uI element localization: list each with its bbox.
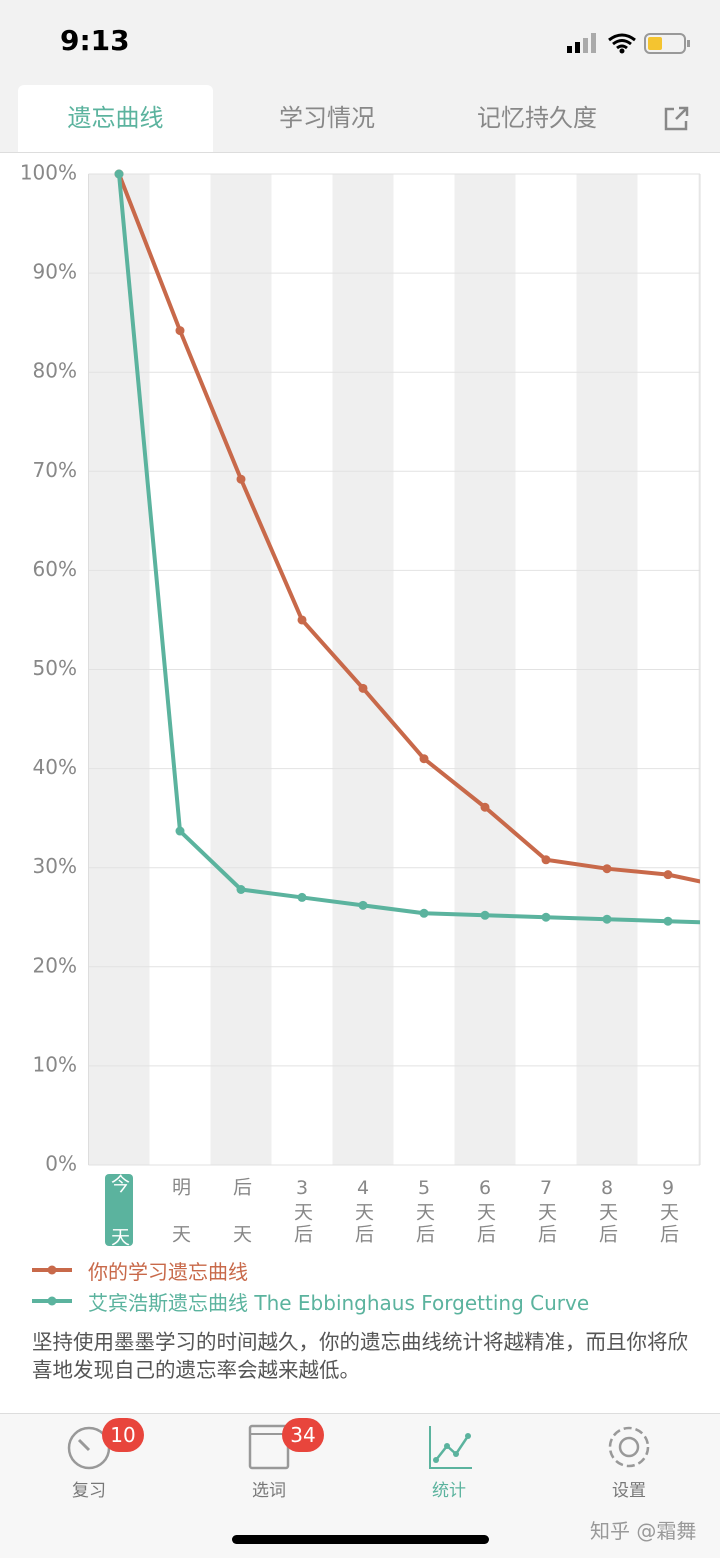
- data-point: [358, 683, 368, 693]
- time: 9:13: [60, 24, 130, 57]
- data-point: [175, 826, 185, 836]
- legend-item: 你的学习遗忘曲线: [32, 1256, 248, 1284]
- home-indicator: [232, 1535, 489, 1544]
- legend-label: 你的学习遗忘曲线: [88, 1259, 248, 1284]
- data-point: [419, 754, 429, 764]
- tab-bar-bottom: 复习 10 选词 34 统计 设置: [0, 1413, 720, 1558]
- legend-dot: [47, 1296, 57, 1306]
- x-tick-label: 6天后: [474, 1177, 496, 1243]
- watermark: 知乎 @霜舞: [590, 1519, 697, 1543]
- y-tick-label: 20%: [33, 953, 77, 977]
- x-tick-label: 明天: [169, 1177, 191, 1243]
- status-bar: 9:13: [0, 0, 720, 85]
- data-point: [114, 169, 124, 179]
- data-point: [236, 474, 246, 484]
- data-point: [602, 914, 612, 924]
- y-tick-label: 50%: [33, 656, 77, 680]
- y-tick-label: 30%: [33, 854, 77, 878]
- data-point: [663, 916, 673, 926]
- data-point: [480, 802, 490, 812]
- share-icon[interactable]: [662, 105, 690, 133]
- column-band: [698, 174, 700, 1165]
- y-tick-label: 60%: [33, 557, 77, 581]
- x-tick-label: 今天: [105, 1174, 133, 1246]
- y-tick-label: 10%: [33, 1052, 77, 1076]
- y-tick-label: 70%: [33, 458, 77, 482]
- data-point: [358, 900, 368, 910]
- badge: 10: [102, 1418, 144, 1452]
- tab-bar: 遗忘曲线 学习情况 记忆持久度: [0, 85, 720, 153]
- status-icons: [567, 33, 690, 54]
- data-point: [663, 870, 673, 880]
- legend-swatch: [32, 1296, 72, 1306]
- nav-label[interactable]: 设置: [612, 1481, 646, 1501]
- x-tick-label: 3天后: [291, 1177, 313, 1243]
- y-tick-label: 40%: [33, 755, 77, 779]
- legend-item: 艾宾浩斯遗忘曲线 The Ebbinghaus Forgetting Curve: [32, 1287, 589, 1315]
- x-tick-label: 7天后: [535, 1177, 557, 1243]
- nav-label[interactable]: 选词: [252, 1481, 286, 1501]
- data-point: [236, 885, 246, 895]
- y-tick-label: 100%: [20, 161, 77, 185]
- nav-label[interactable]: 复习: [72, 1481, 106, 1501]
- badge: 34: [282, 1418, 324, 1452]
- data-point: [541, 855, 551, 865]
- data-point: [175, 326, 185, 336]
- data-point: [297, 892, 307, 902]
- data-point: [602, 864, 612, 874]
- y-tick-label: 80%: [33, 359, 77, 383]
- x-tick-label: 8天后: [596, 1177, 618, 1243]
- data-point: [297, 615, 307, 625]
- x-tick-label: 后天: [230, 1177, 252, 1243]
- tab[interactable]: 遗忘曲线: [18, 85, 213, 152]
- legend-swatch: [32, 1265, 72, 1275]
- chart: 0% 10% 20% 30% 40% 50% 60% 70% 80% 90% 100%: [20, 161, 701, 1176]
- legend-label: 艾宾浩斯遗忘曲线 The Ebbinghaus Forgetting Curve: [88, 1290, 590, 1315]
- x-tick-label: 9天后: [657, 1177, 679, 1243]
- x-tick-label: 5天后: [413, 1177, 435, 1243]
- nav-label[interactable]: 统计: [432, 1481, 466, 1501]
- data-point: [419, 908, 429, 918]
- y-tick-label: 0%: [45, 1152, 77, 1176]
- tab[interactable]: 记忆持久度: [477, 104, 597, 132]
- data-point: [480, 910, 490, 920]
- legend-dot: [47, 1265, 57, 1275]
- y-tick-label: 90%: [33, 260, 77, 284]
- data-point: [541, 912, 551, 922]
- tab[interactable]: 学习情况: [279, 104, 375, 132]
- x-tick-label: 4天后: [352, 1177, 374, 1243]
- note: 坚持使用墨墨学习的时间越久，你的遗忘曲线统计将越精准，而且你将欣喜地发现自己的遗…: [32, 1330, 688, 1382]
